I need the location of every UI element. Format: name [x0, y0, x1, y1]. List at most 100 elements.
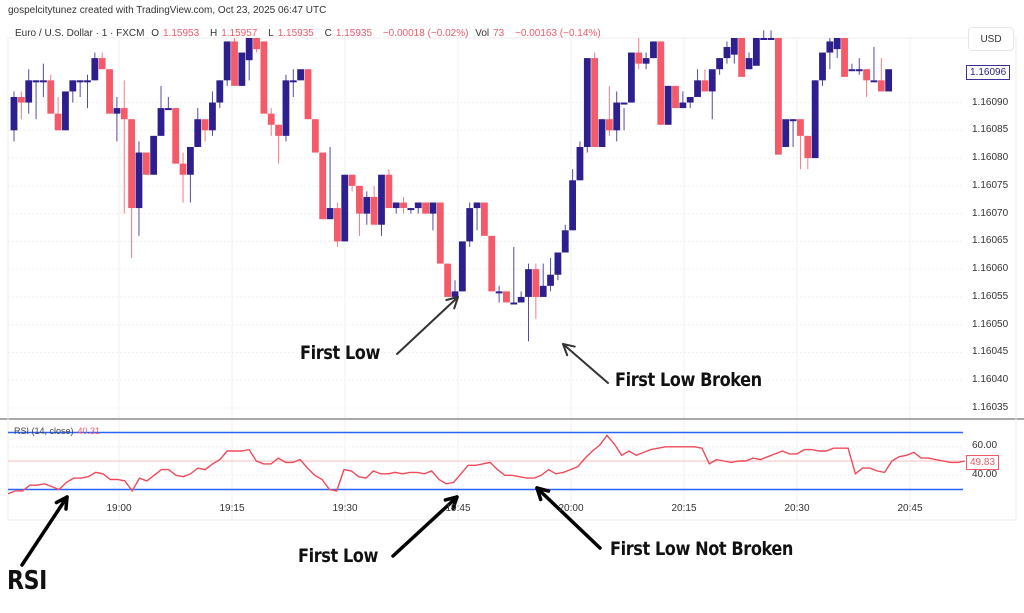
candle-body — [54, 113, 62, 131]
price-tick: 1.16075 — [972, 179, 1009, 191]
candle-body — [811, 80, 819, 159]
candle-body — [348, 174, 356, 186]
candle-body — [267, 113, 275, 125]
currency-button[interactable]: USD — [968, 27, 1014, 51]
candle-body — [458, 241, 466, 292]
price-tick: 1.16040 — [972, 374, 1009, 386]
candle-body — [503, 291, 510, 303]
price-tick: 1.16065 — [972, 235, 1009, 247]
candle-body — [25, 80, 33, 103]
candle-body — [201, 119, 209, 131]
candle-body — [826, 41, 834, 53]
candle-body — [231, 41, 238, 86]
candle-body — [730, 38, 738, 55]
candle-body — [532, 269, 540, 297]
price-tick: 1.16060 — [972, 263, 1009, 275]
candle-body — [209, 102, 216, 131]
price-tick: 1.16045 — [972, 346, 1009, 358]
candle-body — [752, 38, 760, 66]
rsi-first-low-not-broken-arrow-icon-head — [535, 486, 551, 502]
candle-body — [297, 69, 305, 81]
candle-body — [723, 47, 731, 59]
candle-body — [466, 208, 474, 242]
candle-body — [642, 58, 650, 64]
rsi-arrow-icon-head — [54, 495, 69, 511]
candle-body — [253, 38, 260, 50]
candle-body — [172, 108, 180, 164]
candle-body — [885, 69, 893, 92]
time-tick: 19:45 — [445, 503, 471, 514]
candle-body — [422, 202, 429, 214]
candle-body — [150, 135, 158, 175]
candle-body — [69, 80, 77, 92]
candle-body — [473, 202, 481, 209]
candle-body — [547, 274, 554, 286]
candle-body — [113, 108, 121, 114]
candle-body — [194, 119, 202, 147]
candle-body — [672, 85, 679, 109]
candle-body — [613, 102, 621, 131]
candle-body — [657, 41, 665, 125]
candle-body — [488, 235, 496, 292]
candle-body — [238, 52, 246, 86]
time-tick: 20:45 — [897, 503, 923, 514]
annotation-first-low-broken: First Low Broken — [615, 369, 762, 391]
candle-body — [679, 102, 687, 109]
candle-body — [282, 80, 290, 136]
candle-body — [605, 119, 613, 131]
rsi-first-low-arrow-icon-head — [443, 495, 459, 511]
candle-body — [106, 69, 113, 114]
first-low-broken-arrow-icon-head — [562, 343, 576, 357]
candle-body — [760, 38, 768, 40]
time-tick: 20:15 — [671, 503, 697, 514]
rsi-legend-value: 40.31 — [77, 426, 101, 436]
candle-body — [745, 58, 753, 70]
candle-body — [481, 202, 488, 236]
candle-body — [304, 69, 312, 120]
candle-body — [863, 69, 870, 81]
candle-body — [223, 41, 231, 81]
time-tick: 20:00 — [558, 503, 584, 514]
candle-body — [62, 91, 69, 131]
candle-body — [47, 80, 55, 114]
price-tick: 1.16085 — [972, 124, 1009, 136]
candle-body — [414, 202, 422, 209]
price-tick: 1.16090 — [972, 96, 1009, 108]
current-price-tag: 1.16096 — [966, 65, 1011, 80]
candle-body — [341, 174, 349, 242]
annotation-first-low-price: First Low — [300, 342, 380, 364]
time-tick: 19:00 — [106, 503, 132, 514]
candle-body — [664, 85, 672, 125]
candle-body — [164, 108, 172, 111]
volume-value: 73 — [493, 28, 505, 39]
candle-body — [855, 69, 863, 72]
candle-body — [260, 41, 268, 114]
candle-body — [356, 185, 363, 214]
rsi-tick-40: 40.00 — [972, 469, 998, 480]
candle-body — [436, 202, 444, 264]
price-tick: 1.16050 — [972, 318, 1009, 330]
candle-body — [804, 135, 812, 159]
candle-body — [767, 38, 775, 40]
candle-body — [510, 302, 518, 305]
chart-frame — [7, 37, 1017, 521]
open-value: 1.15953 — [163, 28, 200, 39]
annotation-first-low-rsi: First Low — [298, 545, 378, 567]
candle-body — [378, 174, 385, 225]
symbol-name[interactable]: Euro / U.S. Dollar · 1 · FXCM — [15, 28, 145, 39]
candle-body — [326, 208, 334, 220]
rsi-label[interactable]: RSI (14, close) — [14, 426, 74, 436]
candle-body — [716, 58, 723, 70]
candle-body — [686, 96, 694, 103]
candle-body — [319, 152, 327, 220]
candle-body — [392, 202, 400, 209]
candle-body — [775, 38, 782, 155]
candle-body — [17, 96, 25, 103]
rsi-tick-60: 60.00 — [972, 440, 998, 451]
candle-body — [848, 69, 856, 72]
candle-body — [701, 80, 709, 92]
change-value: −0.00018 (−0.02%) — [382, 28, 469, 39]
candle-body — [76, 80, 84, 83]
candle-body — [451, 291, 459, 297]
